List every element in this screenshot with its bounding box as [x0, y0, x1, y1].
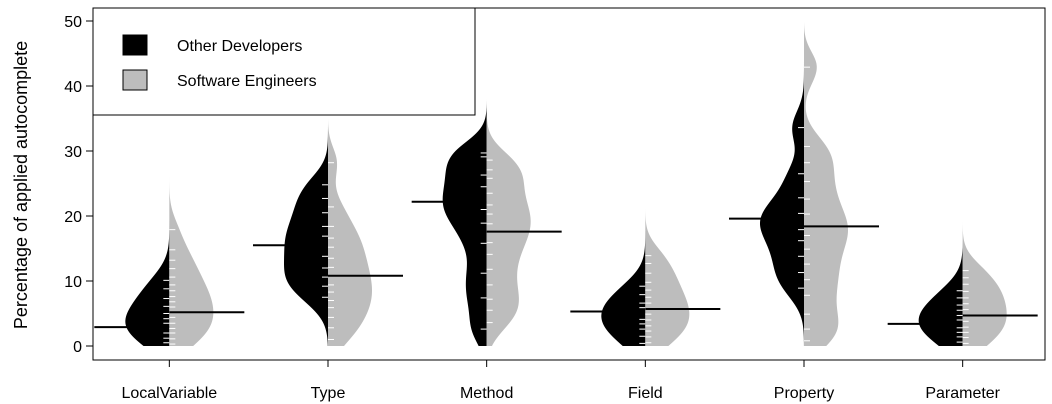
y-tick-label-10: 10 [64, 274, 82, 291]
legend-swatch-software-engineers [122, 69, 148, 91]
plot-area [94, 21, 1038, 346]
legend-box [92, 7, 476, 116]
bean-method [411, 99, 562, 346]
bean-half-software-engineers-field [645, 209, 690, 346]
y-tick-label-50: 50 [64, 14, 82, 31]
bean-half-other-developers-parameter [918, 222, 963, 346]
legend: Other Developers Software Engineers [92, 7, 476, 116]
bean-field [570, 209, 721, 346]
legend-swatch-other-developers [122, 34, 148, 56]
x-axis: LocalVariable Type Method Field Property Para… [121, 360, 1001, 402]
y-tick-label-30: 30 [64, 144, 82, 161]
bean-half-software-engineers-method [486, 99, 531, 346]
bean-parameter [887, 222, 1038, 346]
y-tick-label-0: 0 [73, 339, 82, 356]
x-tick-label-property: Property [774, 385, 834, 402]
x-tick-label-field: Field [628, 385, 663, 402]
bean-property [729, 21, 879, 346]
x-tick-label-type: Type [311, 385, 346, 402]
x-tick-label-parameter: Parameter [925, 385, 1000, 402]
bean-half-other-developers-field [601, 209, 646, 346]
x-tick-label-method: Method [460, 385, 513, 402]
y-tick-label-20: 20 [64, 209, 82, 226]
bean-half-other-developers-type [284, 118, 328, 346]
legend-label-software-engineers: Software Engineers [177, 73, 317, 90]
y-tick-label-40: 40 [64, 79, 82, 96]
x-tick-label-localvariable: LocalVariable [121, 385, 217, 402]
bean-localvariable [94, 177, 245, 346]
bean-half-other-developers-property [760, 21, 804, 346]
bean-half-other-developers-localvariable [125, 177, 170, 346]
bean-half-software-engineers-parameter [962, 222, 1007, 346]
bean-type [253, 118, 403, 346]
bean-half-software-engineers-type [328, 118, 372, 346]
bean-half-software-engineers-property [804, 21, 848, 346]
y-axis-title: Percentage of applied autocomplete [11, 41, 31, 329]
bean-half-software-engineers-localvariable [169, 177, 214, 346]
y-axis: 0 10 20 30 40 50 [64, 14, 94, 356]
legend-label-other-developers: Other Developers [177, 38, 302, 55]
bean-half-other-developers-method [442, 99, 487, 346]
